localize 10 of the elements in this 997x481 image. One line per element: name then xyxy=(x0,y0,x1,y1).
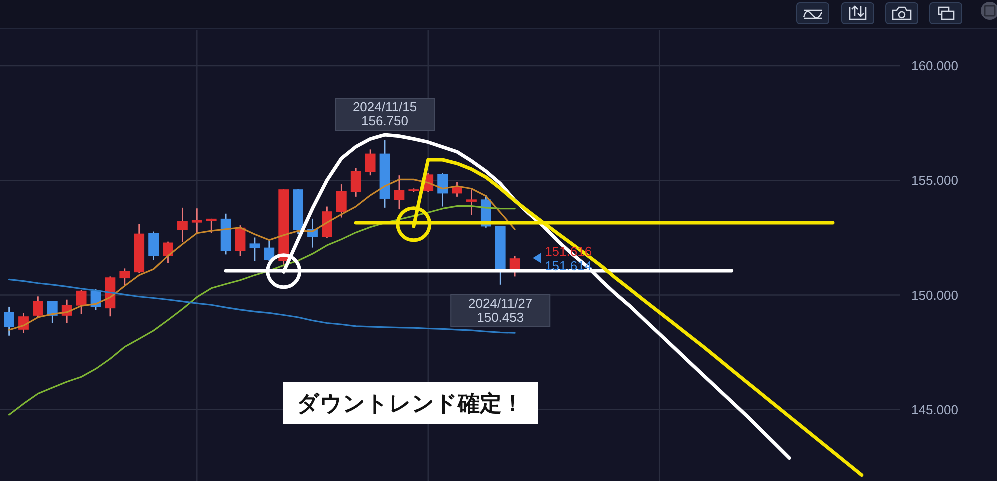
y-tick-label: 145.000 xyxy=(912,402,958,418)
y-tick-label: 150.000 xyxy=(912,288,958,303)
caption: ダウントレンド確定！ xyxy=(283,382,538,424)
annotation: ダウントレンド確定！ xyxy=(297,391,524,416)
y-tick-label: 155.000 xyxy=(912,173,958,188)
annotation: 2024/11/27 150.453 xyxy=(468,296,533,325)
annotation: 2024/11/15 156.750 xyxy=(352,100,418,129)
date-label: 2024/11/27 150.453 xyxy=(450,294,551,328)
date-label: 2024/11/15 156.750 xyxy=(335,98,435,132)
y-tick-label: 160.000 xyxy=(912,58,958,74)
